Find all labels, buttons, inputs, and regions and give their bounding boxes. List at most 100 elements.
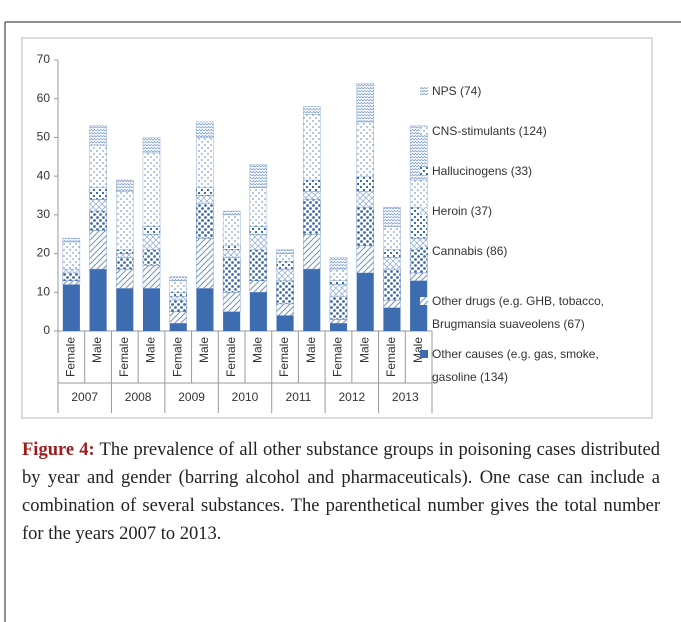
bar-segment xyxy=(196,195,214,204)
x-tick-label: Male xyxy=(197,337,211,363)
x-tick-label: Male xyxy=(357,337,371,363)
x-tick-label: Male xyxy=(144,337,158,363)
bar-segment xyxy=(142,226,161,235)
bar-segment xyxy=(196,187,214,196)
x-tick-label: Female xyxy=(384,337,398,377)
bar-segment xyxy=(89,199,107,212)
bar-segment xyxy=(142,264,161,289)
bar-segment xyxy=(276,280,294,305)
bar-segment xyxy=(169,276,187,281)
bar-segment xyxy=(249,164,268,188)
x-tick-label: Male xyxy=(90,337,104,363)
bar-segment xyxy=(169,323,187,331)
bar-segment xyxy=(303,269,321,331)
bar-segment xyxy=(142,234,161,250)
bar-segment xyxy=(116,253,134,258)
bar-segment xyxy=(303,234,321,270)
bar-segment xyxy=(329,280,348,285)
bar-segment xyxy=(62,268,81,274)
x-tick-label: Female xyxy=(117,337,131,377)
bar-segment xyxy=(249,280,268,293)
y-tick-label: 0 xyxy=(43,323,50,337)
bar-segment xyxy=(249,187,268,227)
legend-label: NPS (74) xyxy=(432,84,482,98)
bar-segment xyxy=(383,268,401,301)
bar-segment xyxy=(89,210,107,231)
bar-segment xyxy=(356,175,374,192)
bar-segment xyxy=(222,214,241,247)
legend-label: Other causes (e.g. gas, smoke, gasoline … xyxy=(432,347,599,384)
legend-swatch xyxy=(420,167,428,175)
y-tick-label: 10 xyxy=(37,284,51,298)
bar-segment xyxy=(196,137,214,188)
x-tick-label: Male xyxy=(251,337,265,363)
bar-segment xyxy=(249,292,267,331)
legend-label: Heroin (37) xyxy=(432,204,493,218)
bar-segment xyxy=(116,191,134,250)
group-label: 2010 xyxy=(232,390,259,404)
bar-segment xyxy=(89,144,107,188)
bar-segment xyxy=(303,106,321,115)
legend-entry: CNS-stimulants (124) xyxy=(420,120,547,143)
bar-segment xyxy=(409,272,428,281)
x-tick-label: Female xyxy=(224,337,238,377)
bar-segment xyxy=(383,249,401,258)
bar-segment xyxy=(303,199,321,235)
caption-label: Figure 4: xyxy=(22,440,95,460)
bar-segment xyxy=(89,269,107,331)
group-label: 2012 xyxy=(339,390,366,404)
bar-segment xyxy=(276,261,294,270)
bar-segment xyxy=(89,230,107,270)
bar-segment xyxy=(222,292,241,312)
bar-segment xyxy=(142,152,161,227)
bar-segment xyxy=(276,268,294,281)
bar-segment xyxy=(196,237,214,289)
bar-segment xyxy=(89,125,107,146)
y-tick-label: 60 xyxy=(37,91,51,105)
bar-segment xyxy=(89,187,107,200)
x-tick-label: Female xyxy=(331,337,345,377)
bar-segment xyxy=(383,257,401,270)
caption-text: The prevalence of all other substance gr… xyxy=(22,440,660,544)
legend-entry: Hallucinogens (33) xyxy=(420,160,532,183)
bar-segment xyxy=(276,253,294,262)
bar-segment xyxy=(276,249,294,254)
bar-segment xyxy=(62,284,80,331)
bar-segment xyxy=(222,210,241,216)
bar-segment xyxy=(169,280,187,293)
bar-segment xyxy=(223,311,241,331)
bar-segment xyxy=(169,292,187,297)
bar-segment xyxy=(356,272,374,331)
group-label: 2007 xyxy=(71,390,98,404)
bar-segment xyxy=(196,288,214,331)
bar-segment xyxy=(249,226,268,235)
bar-segment xyxy=(142,137,161,154)
chart-border xyxy=(21,37,653,419)
bar-segment xyxy=(383,226,401,250)
x-tick-label: Female xyxy=(277,337,291,377)
bar-segment xyxy=(383,299,401,308)
legend-label: CNS-stimulants (124) xyxy=(432,124,547,138)
legend-entry: Other drugs (e.g. GHB, tobacco, Brugmans… xyxy=(420,290,625,336)
bar-segment xyxy=(356,191,374,208)
legend-entry: Cannabis (86) xyxy=(420,240,507,263)
bar-segment xyxy=(383,206,401,227)
bar-segment xyxy=(356,83,374,123)
y-tick-label: 20 xyxy=(37,246,51,260)
y-tick-label: 50 xyxy=(37,130,51,144)
bar-segment xyxy=(249,249,268,281)
bar-segment xyxy=(303,179,321,192)
bar-segment xyxy=(116,249,134,254)
legend-swatch xyxy=(420,247,428,255)
bar-segment xyxy=(329,268,348,281)
bar-segment xyxy=(62,237,81,243)
group-label: 2013 xyxy=(392,390,419,404)
bar-segment xyxy=(116,257,134,270)
x-tick-label: Male xyxy=(304,337,318,363)
bar-segment xyxy=(329,323,348,331)
x-tick-label: Female xyxy=(64,337,78,377)
group-label: 2008 xyxy=(125,390,152,404)
bar-segment xyxy=(196,203,214,239)
legend-swatch xyxy=(420,350,428,358)
bar-segment xyxy=(222,257,241,293)
